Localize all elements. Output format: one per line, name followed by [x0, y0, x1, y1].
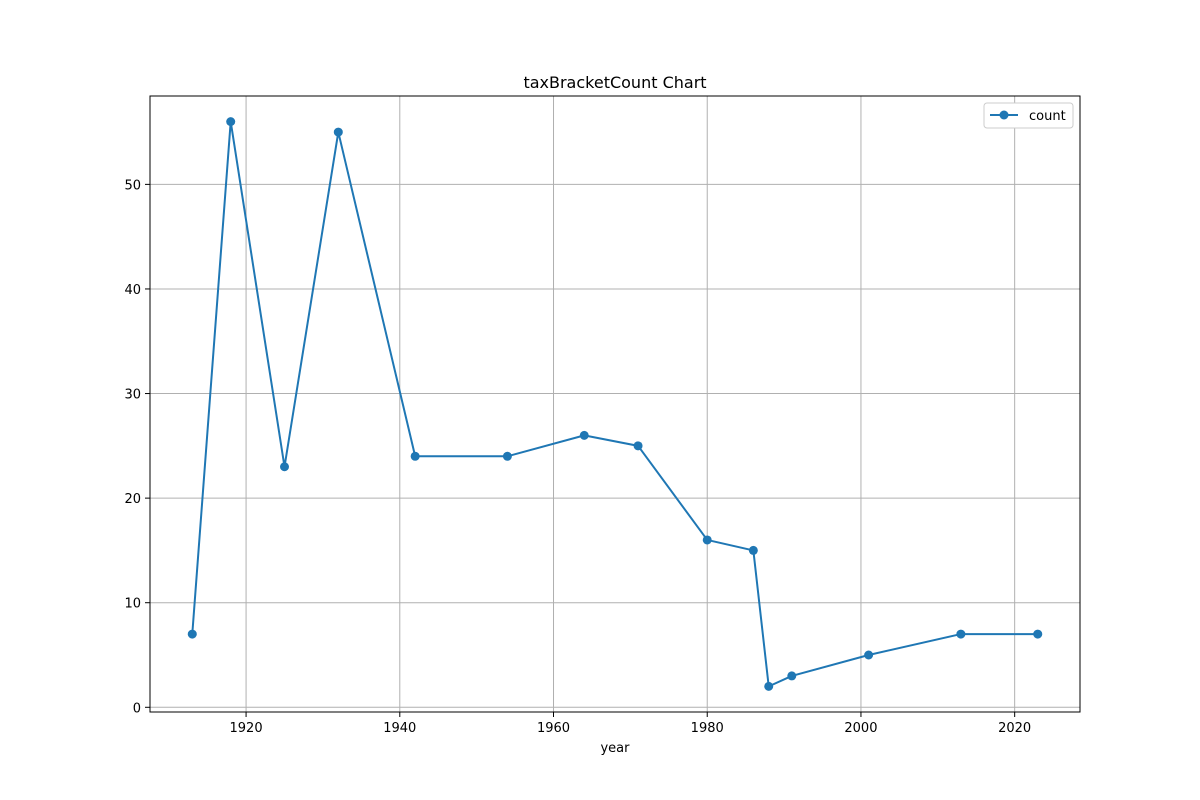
x-axis-label: year	[600, 741, 630, 756]
y-tick-label: 50	[124, 178, 141, 193]
axis-ticks: 1920 1940 1960 1980 2000 2020 0 10 20 30 40 50	[124, 178, 1031, 736]
data-point	[748, 545, 758, 555]
y-tick-label: 40	[124, 283, 141, 298]
plot-frame	[149, 95, 1081, 713]
legend-marker-swatch	[999, 110, 1009, 120]
data-point	[410, 451, 420, 461]
y-tick-label: 0	[133, 701, 141, 716]
data-point	[956, 629, 966, 639]
grid	[150, 96, 1080, 712]
data-point	[333, 127, 343, 137]
x-tick-label: 1960	[537, 721, 570, 736]
chart-title: taxBracketCount Chart	[523, 73, 706, 92]
x-tick-label: 1980	[691, 721, 724, 736]
x-tick-label: 1920	[230, 721, 263, 736]
x-tick-label: 2020	[998, 721, 1031, 736]
data-point	[579, 430, 589, 440]
data-point	[633, 441, 643, 451]
x-tick-label: 1940	[383, 721, 416, 736]
data-point	[226, 117, 236, 127]
data-point	[502, 451, 512, 461]
data-point	[787, 671, 797, 681]
data-point	[1033, 629, 1043, 639]
y-tick-label: 10	[124, 597, 141, 612]
y-tick-label: 20	[124, 492, 141, 507]
data-point	[864, 650, 874, 660]
data-point	[280, 462, 290, 472]
data-point	[702, 535, 712, 545]
series-layer	[187, 117, 1043, 691]
y-tick-label: 30	[124, 388, 141, 403]
legend: count	[983, 102, 1074, 129]
data-point	[764, 681, 774, 691]
legend-box	[983, 102, 1074, 129]
legend-label: count	[1029, 109, 1066, 124]
x-tick-label: 2000	[844, 721, 877, 736]
data-point	[187, 629, 197, 639]
